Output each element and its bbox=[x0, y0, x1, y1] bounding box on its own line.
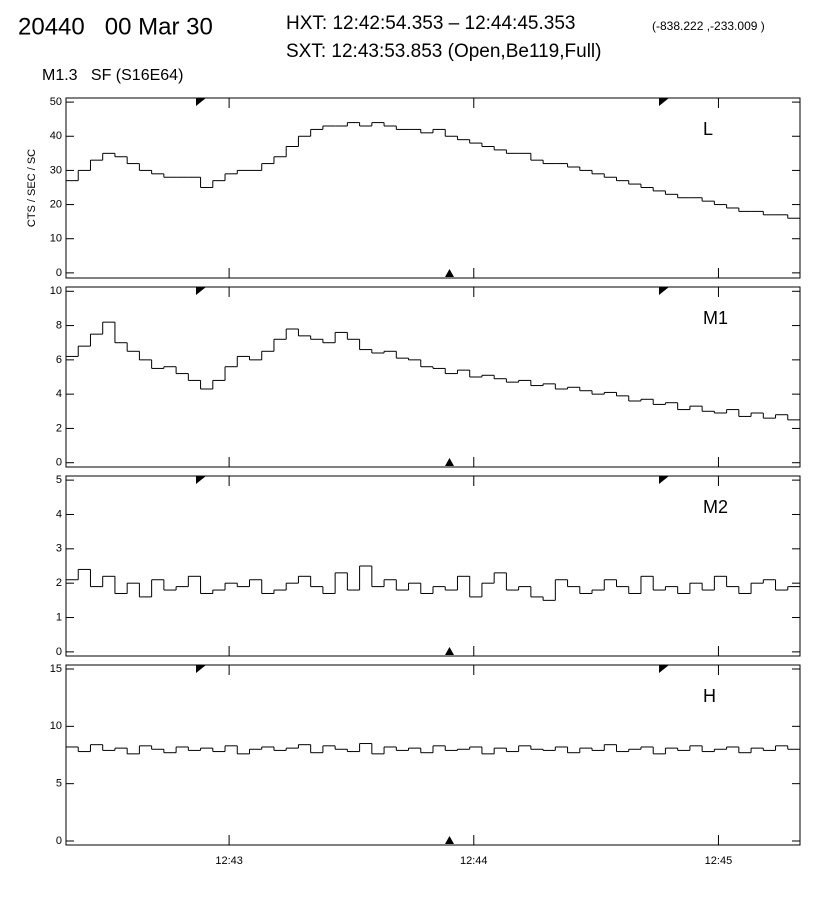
title: 20440 00 Mar 30 bbox=[18, 13, 213, 40]
y-tick-label: 10 bbox=[50, 233, 62, 245]
y-tick-label: 0 bbox=[56, 646, 62, 658]
y-tick-label: 0 bbox=[56, 267, 62, 279]
y-tick-label: 30 bbox=[50, 164, 62, 176]
y-tick-label: 15 bbox=[50, 663, 62, 675]
sxt-time: SXT: 12:43:53.853 (Open,Be119,Full) bbox=[286, 41, 601, 62]
position: (-838.222 ,-233.009 ) bbox=[652, 19, 765, 33]
marker bbox=[659, 665, 669, 673]
marker bbox=[659, 476, 669, 484]
y-tick-label: 5 bbox=[56, 778, 62, 790]
x-tick-label: 12:45 bbox=[705, 855, 733, 867]
y-tick-label: 40 bbox=[50, 130, 62, 142]
plot-frame bbox=[65, 286, 801, 468]
y-tick-label: 3 bbox=[56, 543, 62, 555]
y-tick-label: 8 bbox=[56, 319, 62, 331]
panel-label: L bbox=[703, 119, 713, 139]
y-tick-label: 10 bbox=[50, 285, 62, 297]
marker bbox=[196, 287, 206, 295]
marker bbox=[445, 458, 454, 466]
y-axis-label: CTS / SEC / SC bbox=[26, 149, 38, 227]
y-tick-label: 4 bbox=[56, 388, 62, 400]
panel-label: M2 bbox=[703, 497, 728, 517]
y-tick-label: 2 bbox=[56, 577, 62, 589]
marker bbox=[659, 287, 669, 295]
marker bbox=[196, 476, 206, 484]
y-tick-label: 20 bbox=[50, 198, 62, 210]
x-tick-label: 12:43 bbox=[215, 855, 243, 867]
panel-label: M1 bbox=[703, 308, 728, 328]
y-tick-label: 2 bbox=[56, 422, 62, 434]
marker bbox=[445, 647, 454, 655]
y-tick-label: 10 bbox=[50, 720, 62, 732]
y-tick-label: 0 bbox=[56, 457, 62, 469]
marker bbox=[659, 98, 669, 106]
step-riser bbox=[77, 743, 789, 754]
y-tick-label: 1 bbox=[56, 611, 62, 623]
y-tick-label: 6 bbox=[56, 354, 62, 366]
marker bbox=[445, 269, 454, 277]
step-riser bbox=[77, 322, 789, 420]
hxt-interval: HXT: 12:42:54.353 – 12:44:45.353 bbox=[286, 13, 575, 34]
plot-frame bbox=[65, 664, 801, 846]
y-tick-label: 50 bbox=[50, 96, 62, 108]
panel-label: H bbox=[703, 686, 716, 706]
y-tick-label: 5 bbox=[56, 474, 62, 486]
x-tick-label: 12:44 bbox=[460, 855, 488, 867]
y-tick-label: 0 bbox=[56, 835, 62, 847]
marker bbox=[196, 665, 206, 673]
flare-class: M1.3 SF (S16E64) bbox=[42, 67, 183, 84]
step-riser bbox=[77, 122, 789, 219]
marker bbox=[445, 836, 454, 844]
step-riser bbox=[77, 566, 789, 601]
y-tick-label: 4 bbox=[56, 508, 62, 520]
marker bbox=[196, 98, 206, 106]
plot-frame bbox=[65, 475, 801, 657]
plot-frame bbox=[65, 97, 801, 279]
